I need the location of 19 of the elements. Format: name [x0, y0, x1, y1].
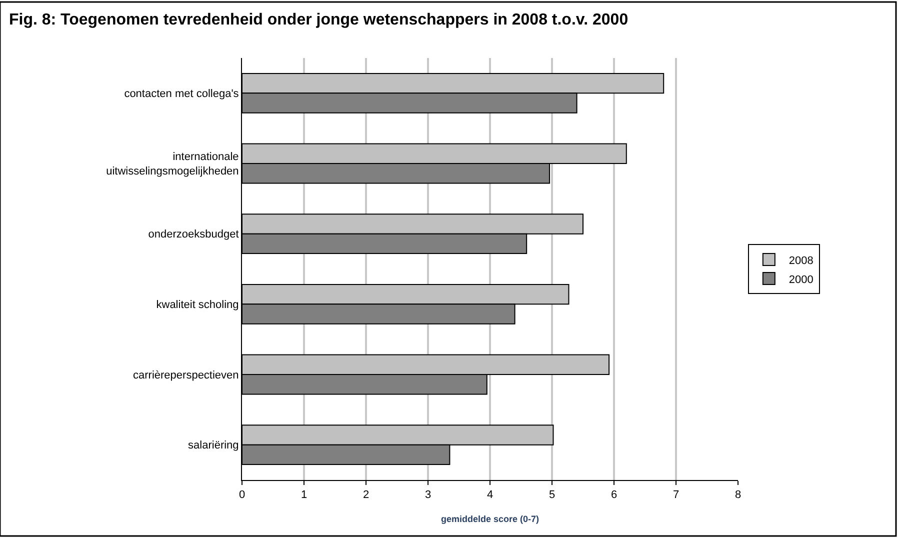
- x-tick-label: 2: [362, 489, 370, 502]
- x-tick-label: 5: [548, 489, 556, 502]
- x-tick-label: 7: [672, 489, 680, 502]
- y-tick-label: internationale uitwisselingsmogelijkheden: [106, 151, 239, 178]
- y-tick-label: carrièreperspectieven: [133, 369, 239, 382]
- y-tick-label: contacten met collega's: [124, 88, 240, 100]
- x-axis-title: gemiddelde score (0-7): [440, 514, 540, 524]
- x-tick-label: 4: [486, 489, 494, 502]
- y-tick-label: kwaliteit scholing: [156, 299, 239, 312]
- legend-label: 2000: [788, 274, 814, 286]
- x-tick-label: 1: [300, 489, 308, 502]
- legend-label: 2008: [788, 254, 814, 267]
- x-tick-label: 6: [610, 489, 618, 502]
- y-tick-label: salariëring: [188, 440, 239, 452]
- chart-title: Fig. 8: Toegenomen tevredenheid onder jonge wetenschappers in 2008 t.o.v. 2000: [8, 12, 628, 29]
- x-tick-label: 0: [238, 489, 246, 502]
- y-tick-label: onderzoeksbudget: [148, 228, 239, 241]
- x-tick-label: 8: [734, 489, 742, 502]
- x-tick-label: 3: [424, 489, 432, 502]
